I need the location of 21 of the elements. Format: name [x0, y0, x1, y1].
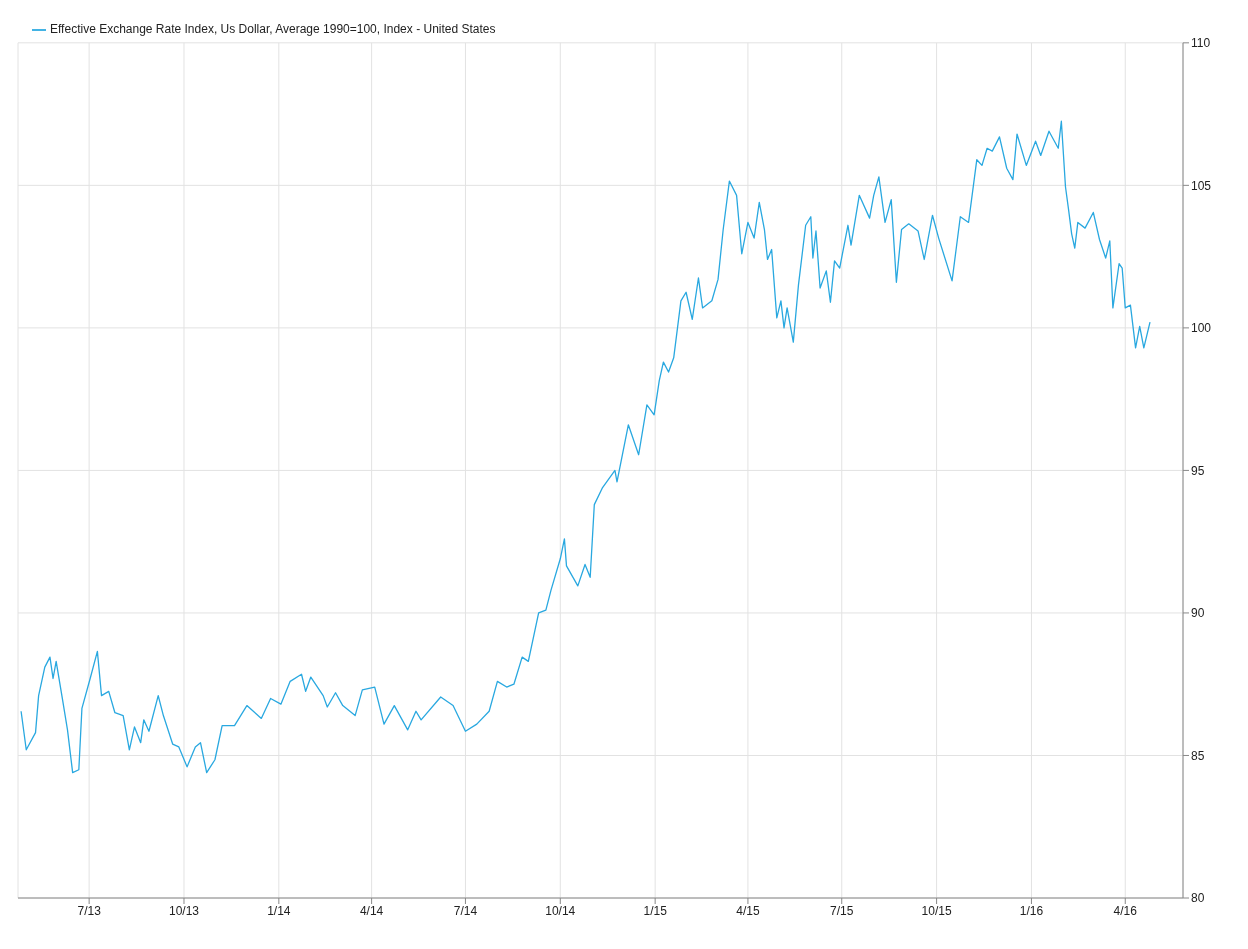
x-tick-label: 1/14	[267, 903, 291, 918]
y-tick-label: 85	[1191, 748, 1205, 763]
legend-label: Effective Exchange Rate Index, Us Dollar, Average 1990=100, Index - United States	[50, 22, 496, 36]
x-tick-label: 10/13	[168, 903, 200, 918]
x-tick-label: 1/16	[1019, 903, 1044, 918]
x-tick-label: 10/15	[921, 903, 952, 918]
y-tick-label: 105	[1191, 178, 1212, 193]
y-tick-label: 90	[1191, 606, 1205, 621]
y-tick-label: 95	[1191, 463, 1205, 478]
y-tick-label: 100	[1191, 321, 1212, 336]
x-tick-label: 10/14	[545, 903, 576, 918]
y-tick-label: 80	[1191, 891, 1205, 906]
x-tick-label: 4/16	[1113, 903, 1138, 918]
x-tick-label: 1/15	[643, 903, 668, 918]
x-tick-label: 7/15	[830, 903, 854, 918]
x-tick-label: 7/13	[77, 903, 102, 918]
line-series	[20, 120, 1151, 774]
y-tick-label: 110	[1191, 36, 1211, 51]
x-tick-label: 4/15	[736, 903, 760, 918]
x-tick-label: 4/14	[359, 903, 384, 918]
x-tick-label: 7/14	[453, 903, 478, 918]
